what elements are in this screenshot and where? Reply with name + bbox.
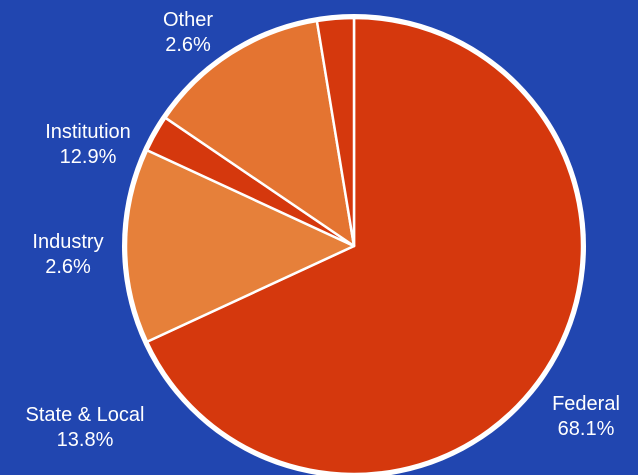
pie-slice-institution bbox=[164, 19, 356, 248]
label-federal-value: 68.1% bbox=[557, 418, 615, 440]
pie-slices bbox=[124, 16, 584, 475]
label-federal: Federal 68.1% bbox=[540, 392, 632, 442]
label-other-name: Other bbox=[162, 9, 214, 31]
label-state-local: State & Local 13.8% bbox=[8, 403, 162, 453]
label-other: Other 2.6% bbox=[156, 8, 220, 58]
label-state-local-name: State & Local bbox=[25, 404, 145, 426]
label-federal-name: Federal bbox=[552, 393, 620, 415]
label-institution-name: Institution bbox=[45, 121, 131, 143]
pie-slice-state-local bbox=[124, 148, 356, 344]
label-industry: Industry 2.6% bbox=[18, 230, 118, 280]
label-state-local-value: 13.8% bbox=[56, 429, 114, 451]
label-other-value: 2.6% bbox=[165, 34, 211, 56]
label-institution-value: 12.9% bbox=[59, 146, 117, 168]
label-industry-value: 2.6% bbox=[45, 256, 91, 278]
label-industry-name: Industry bbox=[32, 231, 104, 253]
pie-slice-federal bbox=[145, 16, 584, 475]
pie-slice-other bbox=[315, 16, 356, 248]
label-institution: Institution 12.9% bbox=[30, 120, 146, 170]
